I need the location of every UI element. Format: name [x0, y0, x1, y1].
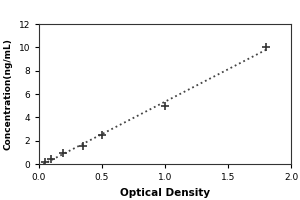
X-axis label: Optical Density: Optical Density [120, 188, 210, 198]
Y-axis label: Concentration(ng/mL): Concentration(ng/mL) [4, 38, 13, 150]
